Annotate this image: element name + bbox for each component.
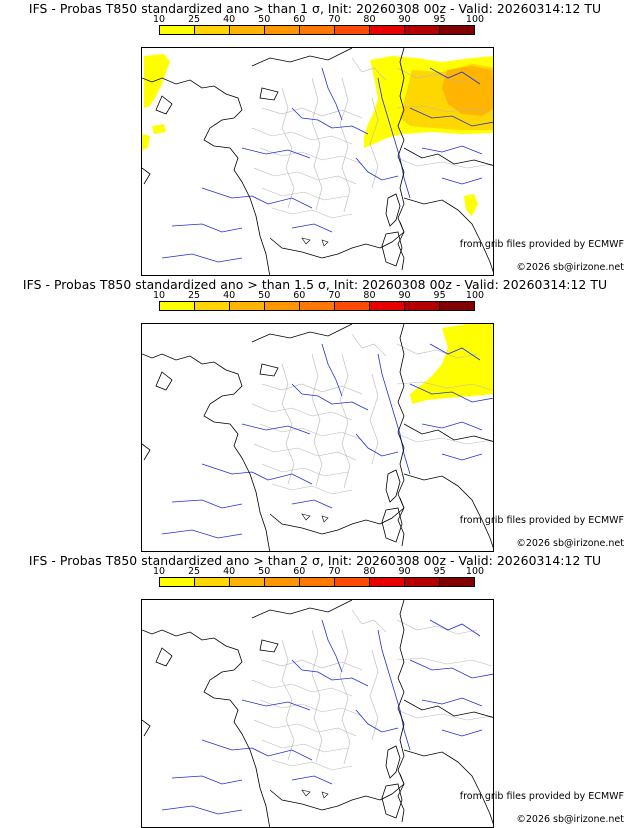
colorbar-tick: 80	[363, 290, 376, 301]
colorbar-ticks: 10 25 40 50 60 70 80 90 95 100	[153, 290, 484, 301]
colorbar-segment	[160, 302, 195, 310]
colorbar-tick: 90	[398, 566, 411, 577]
colorbar	[159, 577, 475, 587]
colorbar-segment	[230, 26, 265, 34]
colorbar-tick: 10	[152, 290, 166, 301]
colorbar-segment	[335, 26, 370, 34]
colorbar-segment	[265, 578, 300, 586]
probability-map	[141, 599, 494, 828]
colorbar-segment	[195, 302, 230, 310]
colorbar-tick: 25	[188, 290, 201, 301]
colorbar-tick: 90	[398, 14, 411, 25]
colorbar-segment	[300, 302, 335, 310]
colorbar-tick: 40	[223, 14, 236, 25]
colorbar-tick: 100	[465, 14, 485, 25]
colorbar	[159, 25, 475, 35]
credit-source: from grib files provided by ECMWF	[459, 515, 624, 526]
colorbar-segment	[300, 26, 335, 34]
colorbar-segment	[160, 578, 195, 586]
map-canvas	[142, 324, 493, 551]
colorbar-tick: 50	[258, 290, 271, 301]
colorbar-tick: 25	[188, 566, 201, 577]
colorbar-tick: 70	[328, 14, 341, 25]
colorbar-tick: 70	[328, 290, 341, 301]
panel-title: IFS - Probas T850 standardized ano > tha…	[28, 1, 602, 16]
credit-copyright: ©2026 sb@irizone.net	[516, 538, 624, 549]
panel-1-5sigma: IFS - Probas T850 standardized ano > tha…	[0, 276, 630, 552]
colorbar-ticks: 10 25 40 50 60 70 80 90 95 100	[153, 14, 484, 25]
colorbar-tick: 10	[152, 14, 166, 25]
colorbar-tick: 50	[258, 566, 271, 577]
colorbar-tick: 100	[465, 566, 485, 577]
colorbar-tick: 95	[433, 14, 446, 25]
map-canvas	[142, 48, 493, 275]
credit-copyright: ©2026 sb@irizone.net	[516, 262, 624, 273]
colorbar-tick: 60	[293, 290, 306, 301]
colorbar-segment	[370, 302, 405, 310]
colorbar-tick: 25	[188, 14, 201, 25]
colorbar-segment	[370, 26, 405, 34]
colorbar-tick: 90	[398, 290, 411, 301]
colorbar-segment	[440, 578, 474, 586]
map-canvas	[142, 600, 493, 827]
probability-map	[141, 47, 494, 276]
colorbar-tick: 60	[293, 14, 306, 25]
colorbar-tick: 40	[223, 290, 236, 301]
colorbar-tick: 10	[152, 566, 166, 577]
colorbar-segment	[265, 302, 300, 310]
colorbar-tick: 80	[363, 14, 376, 25]
colorbar-tick: 100	[465, 290, 485, 301]
colorbar-segment	[405, 26, 440, 34]
credit-source: from grib files provided by ECMWF	[459, 239, 624, 250]
colorbar-segment	[195, 578, 230, 586]
colorbar-segment	[335, 578, 370, 586]
colorbar-segment	[230, 578, 265, 586]
credit-copyright: ©2026 sb@irizone.net	[516, 814, 624, 825]
probability-areas	[142, 54, 493, 216]
colorbar-tick: 60	[293, 566, 306, 577]
panel-1sigma: IFS - Probas T850 standardized ano > tha…	[0, 0, 630, 276]
colorbar-tick: 50	[258, 14, 271, 25]
colorbar-segment	[370, 578, 405, 586]
panel-title: IFS - Probas T850 standardized ano > tha…	[28, 553, 602, 568]
credit-source: from grib files provided by ECMWF	[459, 791, 624, 802]
colorbar-segment	[230, 302, 265, 310]
colorbar	[159, 301, 475, 311]
colorbar-segment	[405, 578, 440, 586]
colorbar-segment	[265, 26, 300, 34]
colorbar-segment	[195, 26, 230, 34]
basemap	[142, 324, 493, 551]
colorbar-segment	[160, 26, 195, 34]
colorbar-tick: 40	[223, 566, 236, 577]
probability-map	[141, 323, 494, 552]
colorbar-tick: 95	[433, 290, 446, 301]
colorbar-ticks: 10 25 40 50 60 70 80 90 95 100	[153, 566, 484, 577]
panel-2sigma: IFS - Probas T850 standardized ano > tha…	[0, 552, 630, 828]
colorbar-segment	[300, 578, 335, 586]
panel-title: IFS - Probas T850 standardized ano > tha…	[22, 277, 608, 292]
colorbar-segment	[335, 302, 370, 310]
colorbar-segment	[440, 302, 474, 310]
colorbar-tick: 70	[328, 566, 341, 577]
colorbar-segment	[440, 26, 474, 34]
colorbar-segment	[405, 302, 440, 310]
colorbar-tick: 80	[363, 566, 376, 577]
basemap	[142, 600, 493, 827]
colorbar-tick: 95	[433, 566, 446, 577]
